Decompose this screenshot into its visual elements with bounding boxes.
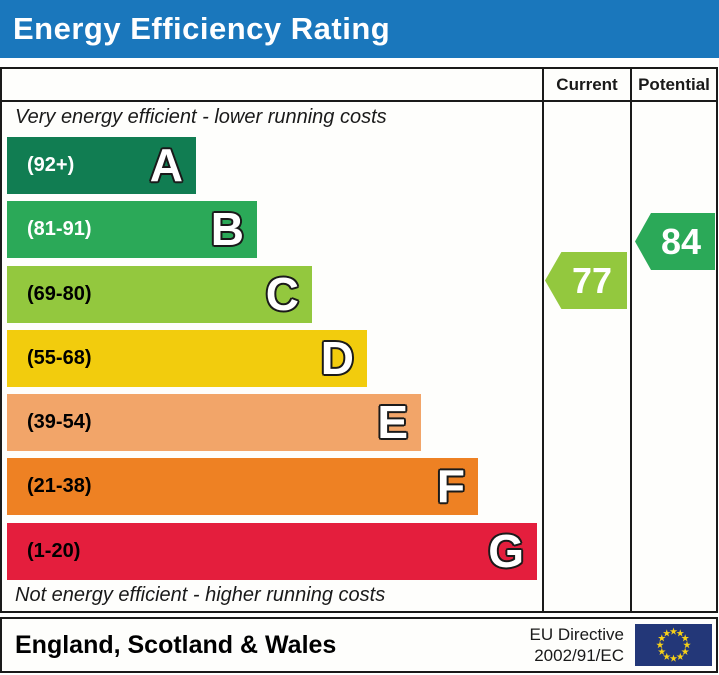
band-f-letter: F xyxy=(436,460,465,512)
column-divider-current xyxy=(542,69,544,611)
band-d: (55-68) D xyxy=(7,330,367,387)
eu-directive-label: EU Directive 2002/91/EC xyxy=(529,625,624,665)
potential-column-header: Potential xyxy=(638,74,710,94)
header-divider xyxy=(2,100,716,102)
region-label: England, Scotland & Wales xyxy=(15,631,337,659)
band-e-letter: E xyxy=(377,396,408,448)
band-b-letter: B xyxy=(210,203,244,255)
band-a-letter: A xyxy=(149,139,183,191)
column-divider-potential xyxy=(630,69,632,611)
rating-table: Current Potential Very energy efficient … xyxy=(0,67,718,613)
caption-very-efficient: Very energy efficient - lower running co… xyxy=(15,106,387,128)
band-a: (92+) A xyxy=(7,137,196,194)
caption-not-efficient: Not energy efficient - higher running co… xyxy=(15,584,386,606)
title-bar: Energy Efficiency Rating xyxy=(0,0,719,58)
band-f: (21-38) F xyxy=(7,458,478,515)
band-f-range: (21-38) xyxy=(27,475,92,497)
band-g: (1-20) G xyxy=(7,523,537,580)
band-c-range: (69-80) xyxy=(27,283,92,305)
page-title: Energy Efficiency Rating xyxy=(13,11,391,46)
current-rating-arrow: 77 xyxy=(545,252,627,309)
band-b: (81-91) B xyxy=(7,201,257,258)
band-d-range: (55-68) xyxy=(27,347,92,369)
current-column-header: Current xyxy=(556,74,618,94)
band-g-letter: G xyxy=(488,525,524,577)
band-e-range: (39-54) xyxy=(27,411,92,433)
potential-rating-value: 84 xyxy=(660,220,702,262)
band-a-range: (92+) xyxy=(27,154,75,176)
band-d-letter: D xyxy=(320,332,354,384)
band-e: (39-54) E xyxy=(7,394,421,451)
potential-rating-arrow: 84 xyxy=(635,213,715,270)
band-c-letter: C xyxy=(265,268,299,320)
current-rating-value: 77 xyxy=(571,259,613,301)
band-b-range: (81-91) xyxy=(27,218,92,240)
band-g-range: (1-20) xyxy=(27,540,81,562)
band-c: (69-80) C xyxy=(7,266,312,323)
footer: England, Scotland & Wales EU Directive 2… xyxy=(0,617,718,673)
eu-flag-icon xyxy=(635,624,712,666)
